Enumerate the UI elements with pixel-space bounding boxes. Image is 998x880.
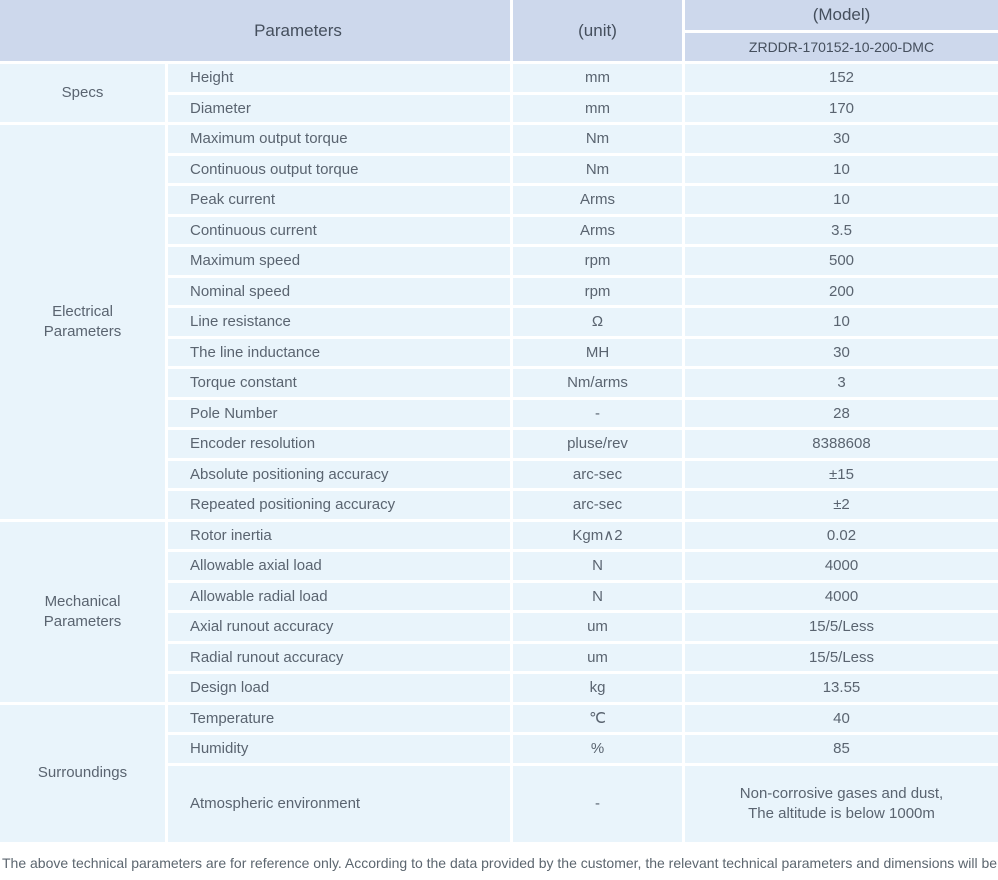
model-value: 10	[685, 186, 998, 214]
param-label: Absolute positioning accuracy	[168, 460, 510, 488]
unit-value: Ω	[513, 308, 682, 336]
unit-value: Arms	[513, 216, 682, 244]
model-value: 28	[685, 399, 998, 427]
model-value: 3.5	[685, 216, 998, 244]
unit-value: um	[513, 613, 682, 641]
unit-value: -	[513, 765, 682, 842]
param-label: The line inductance	[168, 338, 510, 366]
param-label: Maximum speed	[168, 247, 510, 275]
unit-value: arc-sec	[513, 460, 682, 488]
unit-value: rpm	[513, 277, 682, 305]
unit-value: Nm	[513, 125, 682, 153]
model-value: 8388608	[685, 430, 998, 458]
section-label: Surroundings	[0, 704, 165, 842]
param-label: Peak current	[168, 186, 510, 214]
model-value: 0.02	[685, 521, 998, 549]
unit-value: mm	[513, 64, 682, 92]
unit-value: Arms	[513, 186, 682, 214]
unit-value: pluse/rev	[513, 430, 682, 458]
param-label: Torque constant	[168, 369, 510, 397]
section-label: Electrical Parameters	[0, 125, 165, 519]
model-value: 10	[685, 308, 998, 336]
unit-value: arc-sec	[513, 491, 682, 519]
unit-value: um	[513, 643, 682, 671]
param-label: Continuous output torque	[168, 155, 510, 183]
param-label: Maximum output torque	[168, 125, 510, 153]
model-value: ±15	[685, 460, 998, 488]
model-value: ±2	[685, 491, 998, 519]
param-label: Humidity	[168, 735, 510, 763]
unit-value: N	[513, 582, 682, 610]
model-value: 4000	[685, 552, 998, 580]
unit-value: N	[513, 552, 682, 580]
model-value: 13.55	[685, 674, 998, 702]
model-value: 4000	[685, 582, 998, 610]
spec-table: Parameters (unit) (Model) ZRDDR-170152-1…	[0, 0, 998, 842]
model-header: (Model)	[685, 0, 998, 30]
section-label: Specs	[0, 64, 165, 122]
param-label: Axial runout accuracy	[168, 613, 510, 641]
model-value: 30	[685, 125, 998, 153]
param-label: Nominal speed	[168, 277, 510, 305]
unit-value: MH	[513, 338, 682, 366]
unit-value: Kgm∧2	[513, 521, 682, 549]
param-label: Encoder resolution	[168, 430, 510, 458]
param-label: Repeated positioning accuracy	[168, 491, 510, 519]
model-value: 30	[685, 338, 998, 366]
model-value: 15/5/Less	[685, 643, 998, 671]
parameters-header: Parameters	[0, 0, 510, 61]
model-value: 40	[685, 704, 998, 732]
param-label: Pole Number	[168, 399, 510, 427]
section-label: Mechanical Parameters	[0, 521, 165, 702]
param-label: Height	[168, 64, 510, 92]
param-label: Design load	[168, 674, 510, 702]
unit-value: rpm	[513, 247, 682, 275]
unit-value: %	[513, 735, 682, 763]
model-value: 500	[685, 247, 998, 275]
unit-value: mm	[513, 94, 682, 122]
unit-value: -	[513, 399, 682, 427]
param-label: Atmospheric environment	[168, 765, 510, 842]
model-value: 152	[685, 64, 998, 92]
model-value: Non-corrosive gases and dust, The altitu…	[685, 765, 998, 842]
footer-note: The above technical parameters are for r…	[2, 854, 998, 871]
unit-header: (unit)	[513, 0, 682, 61]
param-label: Temperature	[168, 704, 510, 732]
model-code: ZRDDR-170152-10-200-DMC	[685, 33, 998, 61]
param-label: Allowable radial load	[168, 582, 510, 610]
unit-value: Nm/arms	[513, 369, 682, 397]
param-label: Radial runout accuracy	[168, 643, 510, 671]
param-label: Rotor inertia	[168, 521, 510, 549]
param-label: Line resistance	[168, 308, 510, 336]
unit-value: Nm	[513, 155, 682, 183]
model-value: 10	[685, 155, 998, 183]
unit-value: kg	[513, 674, 682, 702]
unit-value: ℃	[513, 704, 682, 732]
param-label: Allowable axial load	[168, 552, 510, 580]
param-label: Diameter	[168, 94, 510, 122]
model-value: 85	[685, 735, 998, 763]
param-label: Continuous current	[168, 216, 510, 244]
model-value: 170	[685, 94, 998, 122]
model-value: 15/5/Less	[685, 613, 998, 641]
model-value: 3	[685, 369, 998, 397]
model-value: 200	[685, 277, 998, 305]
